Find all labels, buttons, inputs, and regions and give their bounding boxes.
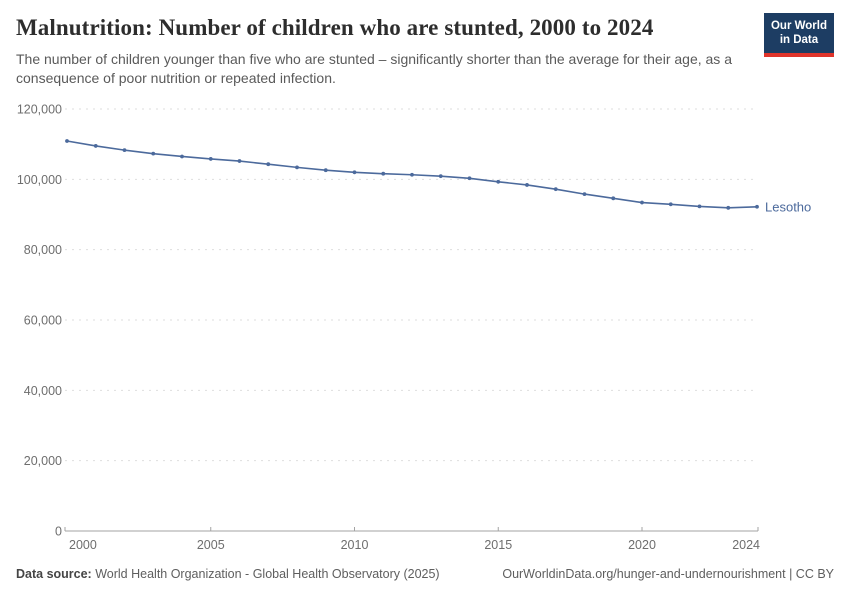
data-point[interactable] [496,179,501,184]
x-tick-label: 2020 [628,538,656,552]
data-point[interactable] [410,172,414,177]
data-point[interactable] [582,192,587,197]
data-point[interactable] [726,205,731,210]
data-point[interactable] [352,170,357,175]
data-point[interactable] [266,162,271,167]
y-tick-label: 100,000 [17,173,62,187]
data-point[interactable] [323,168,328,173]
x-tick-label: 2005 [197,538,225,552]
y-tick-label: 20,000 [24,454,62,468]
data-point[interactable] [525,183,529,187]
data-point[interactable] [237,159,242,163]
owid-logo-line1: Our World [770,20,827,32]
data-point[interactable] [381,171,386,176]
y-tick-label: 120,000 [17,103,62,117]
chart-footer: Data source: World Health Organization -… [16,567,834,581]
line-chart[interactable]: 0 20,000 40,000 60,000 80,000 100,000 120,000 2… [0,96,850,566]
x-tick-label: 2024 [732,538,760,552]
x-tick-label: 2015 [484,538,512,552]
data-point[interactable] [122,148,127,153]
x-tick-label: 2010 [341,538,369,552]
data-source: Data source: World Health Organization -… [16,567,440,581]
data-source-label: Data source: [16,567,92,581]
data-point[interactable] [697,204,702,209]
data-point[interactable] [668,202,673,207]
data-point[interactable] [93,144,98,148]
y-tick-label: 40,000 [24,384,62,398]
data-point[interactable] [151,151,156,156]
chart-subtitle: The number of children younger than five… [16,50,732,87]
data-point[interactable] [553,187,558,192]
data-point[interactable] [640,200,644,205]
owid-logo-line2: in Data [779,34,819,47]
chart-title: Malnutrition: Number of children who are… [16,15,654,40]
data-point[interactable] [438,174,443,179]
y-tick-label: 60,000 [24,314,62,328]
data-source-text: World Health Organization - Global Healt… [95,567,440,581]
owid-url-link[interactable]: OurWorldinData.org/hunger-and-undernouri… [502,567,834,581]
series-end-label[interactable]: Lesotho [765,199,811,214]
data-point[interactable] [755,204,759,209]
y-tick-label: 0 [55,525,62,539]
data-point[interactable] [467,176,472,181]
data-point[interactable] [295,165,299,170]
x-tick-label: 2000 [69,538,97,552]
owid-logo[interactable]: Our World in Data [763,13,834,57]
data-point[interactable] [611,196,616,201]
data-point[interactable] [208,157,213,161]
chart-header: Malnutrition: Number of children who are… [16,13,834,89]
data-point[interactable] [180,154,184,159]
y-tick-label: 80,000 [24,243,62,257]
data-point[interactable] [65,139,69,143]
